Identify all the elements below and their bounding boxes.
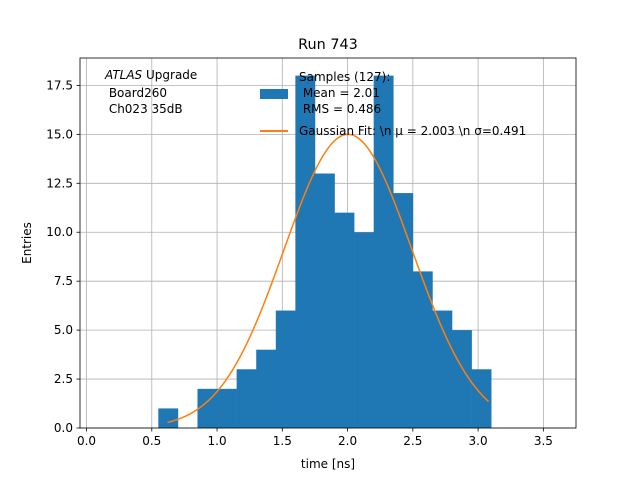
chart-title: Run 743 [298, 37, 358, 53]
y-tick-label-0: 0.0 [54, 421, 73, 435]
histogram-bar-8 [314, 173, 335, 428]
atlas-label: ATLAS [104, 68, 143, 82]
x-tick-label-4: 2.0 [338, 434, 357, 448]
annotation-line-1: ATLAS Upgrade [104, 68, 197, 82]
y-tick-label-5: 12.5 [46, 176, 73, 190]
histogram-bar-15 [452, 330, 472, 428]
legend-fit-label: Gaussian Fit: \n μ = 2.003 \n σ=0.491 [299, 124, 526, 138]
plot-frame [79, 57, 577, 429]
histogram-bar-3 [217, 388, 237, 428]
annotation-board: Board260 [105, 86, 167, 100]
x-tick-label-5: 2.5 [403, 434, 422, 448]
annotation-box: ATLAS Upgrade Board260 Ch023 35dB [104, 68, 197, 116]
y-tick-label-1: 2.5 [54, 372, 73, 386]
x-tick-label-1: 0.5 [142, 434, 161, 448]
histogram-bar-2 [197, 388, 218, 428]
y-tick-label-6: 15.0 [46, 127, 73, 141]
histogram-bar-11 [373, 75, 394, 428]
y-tick-label-3: 7.5 [54, 274, 73, 288]
x-axis-label: time [ns] [301, 457, 355, 471]
gaussian-fit-curve [167, 133, 490, 424]
histogram-bar-4 [236, 369, 257, 428]
x-axis: 0.0 0.5 1.0 1.5 2.0 2.5 3.0 3.5 [77, 428, 553, 448]
y-tick-label-2: 5.0 [54, 323, 73, 337]
legend: Samples (127): Mean = 2.01 RMS = 0.486 G… [260, 70, 526, 138]
x-tick-label-3: 1.5 [273, 434, 292, 448]
x-tick-label-7: 3.5 [534, 434, 553, 448]
y-tick-label-7: 17.5 [46, 78, 73, 92]
histogram-bar-13 [412, 271, 433, 428]
upgrade-label: Upgrade [142, 68, 197, 82]
y-tick-label-4: 10.0 [46, 225, 73, 239]
x-tick-label-0: 0.0 [77, 434, 96, 448]
legend-samples-title: Samples (127): [299, 70, 390, 84]
annotation-channel: Ch023 35dB [105, 102, 183, 116]
x-tick-label-2: 1.0 [208, 434, 227, 448]
x-tick-label-6: 3.0 [469, 434, 488, 448]
histogram-bar-0 [158, 408, 179, 428]
histogram-bar-7 [295, 75, 316, 428]
y-axis: 0.0 2.5 5.0 7.5 10.0 12.5 15.0 17.5 [46, 78, 80, 435]
histogram-bars [158, 75, 492, 428]
legend-histogram-swatch [260, 89, 288, 99]
histogram-bar-12 [393, 193, 414, 428]
histogram-bar-6 [275, 310, 296, 428]
histogram-bar-5 [256, 349, 277, 428]
histogram-bar-16 [471, 369, 492, 428]
gaussian-fit [167, 133, 490, 424]
legend-samples-mean: Mean = 2.01 [299, 86, 380, 100]
legend-samples-rms: RMS = 0.486 [299, 102, 381, 116]
y-axis-label: Entries [20, 222, 34, 264]
histogram-bar-10 [354, 232, 374, 428]
histogram-bar-9 [334, 212, 355, 428]
